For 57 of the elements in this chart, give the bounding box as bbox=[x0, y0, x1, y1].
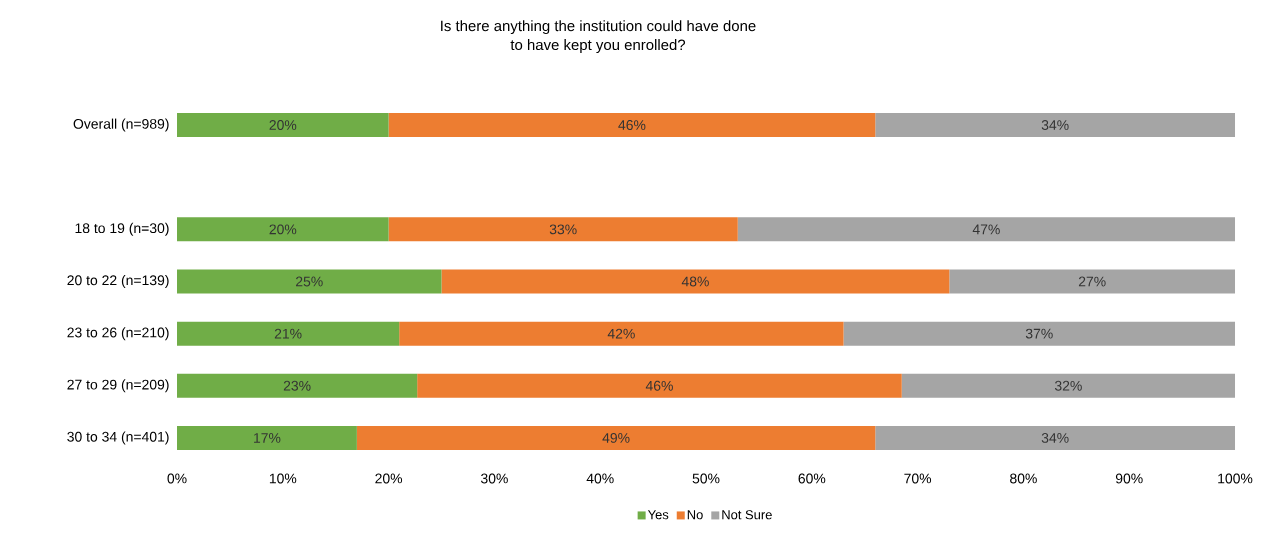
data-label: 42% bbox=[607, 328, 635, 339]
bar bbox=[177, 425, 357, 450]
x-tick-label: 100% bbox=[1218, 473, 1253, 484]
data-label: 27% bbox=[1078, 276, 1106, 287]
data-label: 37% bbox=[1025, 328, 1053, 339]
data-label: 32% bbox=[1054, 380, 1082, 391]
x-tick-label: 50% bbox=[692, 473, 720, 484]
bar bbox=[417, 373, 902, 398]
chart-title: Is there anything the institution could have done to have kept you enrolled? bbox=[441, 20, 756, 54]
x-tick-label: 10% bbox=[269, 473, 297, 484]
data-label: 47% bbox=[972, 224, 1000, 235]
x-tick-label: 30% bbox=[480, 473, 508, 484]
bar bbox=[177, 373, 418, 398]
x-tick-label: 40% bbox=[586, 473, 614, 484]
bar bbox=[177, 321, 400, 346]
bar bbox=[388, 113, 876, 138]
data-label: 21% bbox=[274, 328, 302, 339]
bar bbox=[901, 373, 1236, 398]
x-tick-label: 80% bbox=[1010, 473, 1037, 484]
data-label: 49% bbox=[602, 432, 630, 443]
data-label: 48% bbox=[681, 276, 709, 287]
y-tick-label: Overall (n=989) bbox=[73, 118, 169, 132]
y-tick-label: 20 to 22 (n=139) bbox=[67, 275, 169, 288]
bar bbox=[388, 217, 738, 242]
bar bbox=[737, 217, 1236, 242]
bar bbox=[356, 425, 876, 450]
bar bbox=[875, 113, 1236, 138]
bar bbox=[399, 321, 844, 346]
data-label: 34% bbox=[1041, 120, 1069, 131]
data-label: 25% bbox=[296, 276, 323, 287]
x-tick-label: 20% bbox=[375, 473, 403, 484]
legend-label: Yes bbox=[647, 510, 669, 520]
data-label: 23% bbox=[283, 380, 311, 391]
data-label: 46% bbox=[645, 380, 673, 391]
data-label: 46% bbox=[618, 120, 646, 131]
y-tick-label: 30 to 34 (n=401) bbox=[67, 431, 169, 445]
y-tick-label: 27 to 29 (n=209) bbox=[67, 379, 169, 393]
bar bbox=[875, 425, 1236, 450]
data-label: 20% bbox=[269, 224, 297, 235]
data-label: 17% bbox=[254, 433, 281, 443]
bar bbox=[177, 269, 442, 294]
x-tick-label: 0% bbox=[167, 473, 187, 484]
bar bbox=[843, 321, 1236, 346]
bar bbox=[177, 113, 389, 138]
x-tick-label: 90% bbox=[1115, 473, 1143, 484]
legend-label: No bbox=[687, 510, 703, 520]
y-tick-label: 23 to 26 (n=210) bbox=[67, 327, 169, 341]
data-label: 34% bbox=[1041, 432, 1069, 443]
legend-label: Not Sure bbox=[722, 510, 772, 520]
bar bbox=[949, 269, 1236, 294]
data-label: 20% bbox=[269, 120, 297, 131]
x-tick-label: 60% bbox=[798, 473, 826, 484]
y-tick-label: 18 to 19 (n=30) bbox=[75, 222, 169, 236]
bar bbox=[441, 269, 950, 294]
x-tick-label: 70% bbox=[904, 473, 932, 484]
bar bbox=[177, 217, 389, 242]
data-label: 33% bbox=[549, 224, 577, 235]
